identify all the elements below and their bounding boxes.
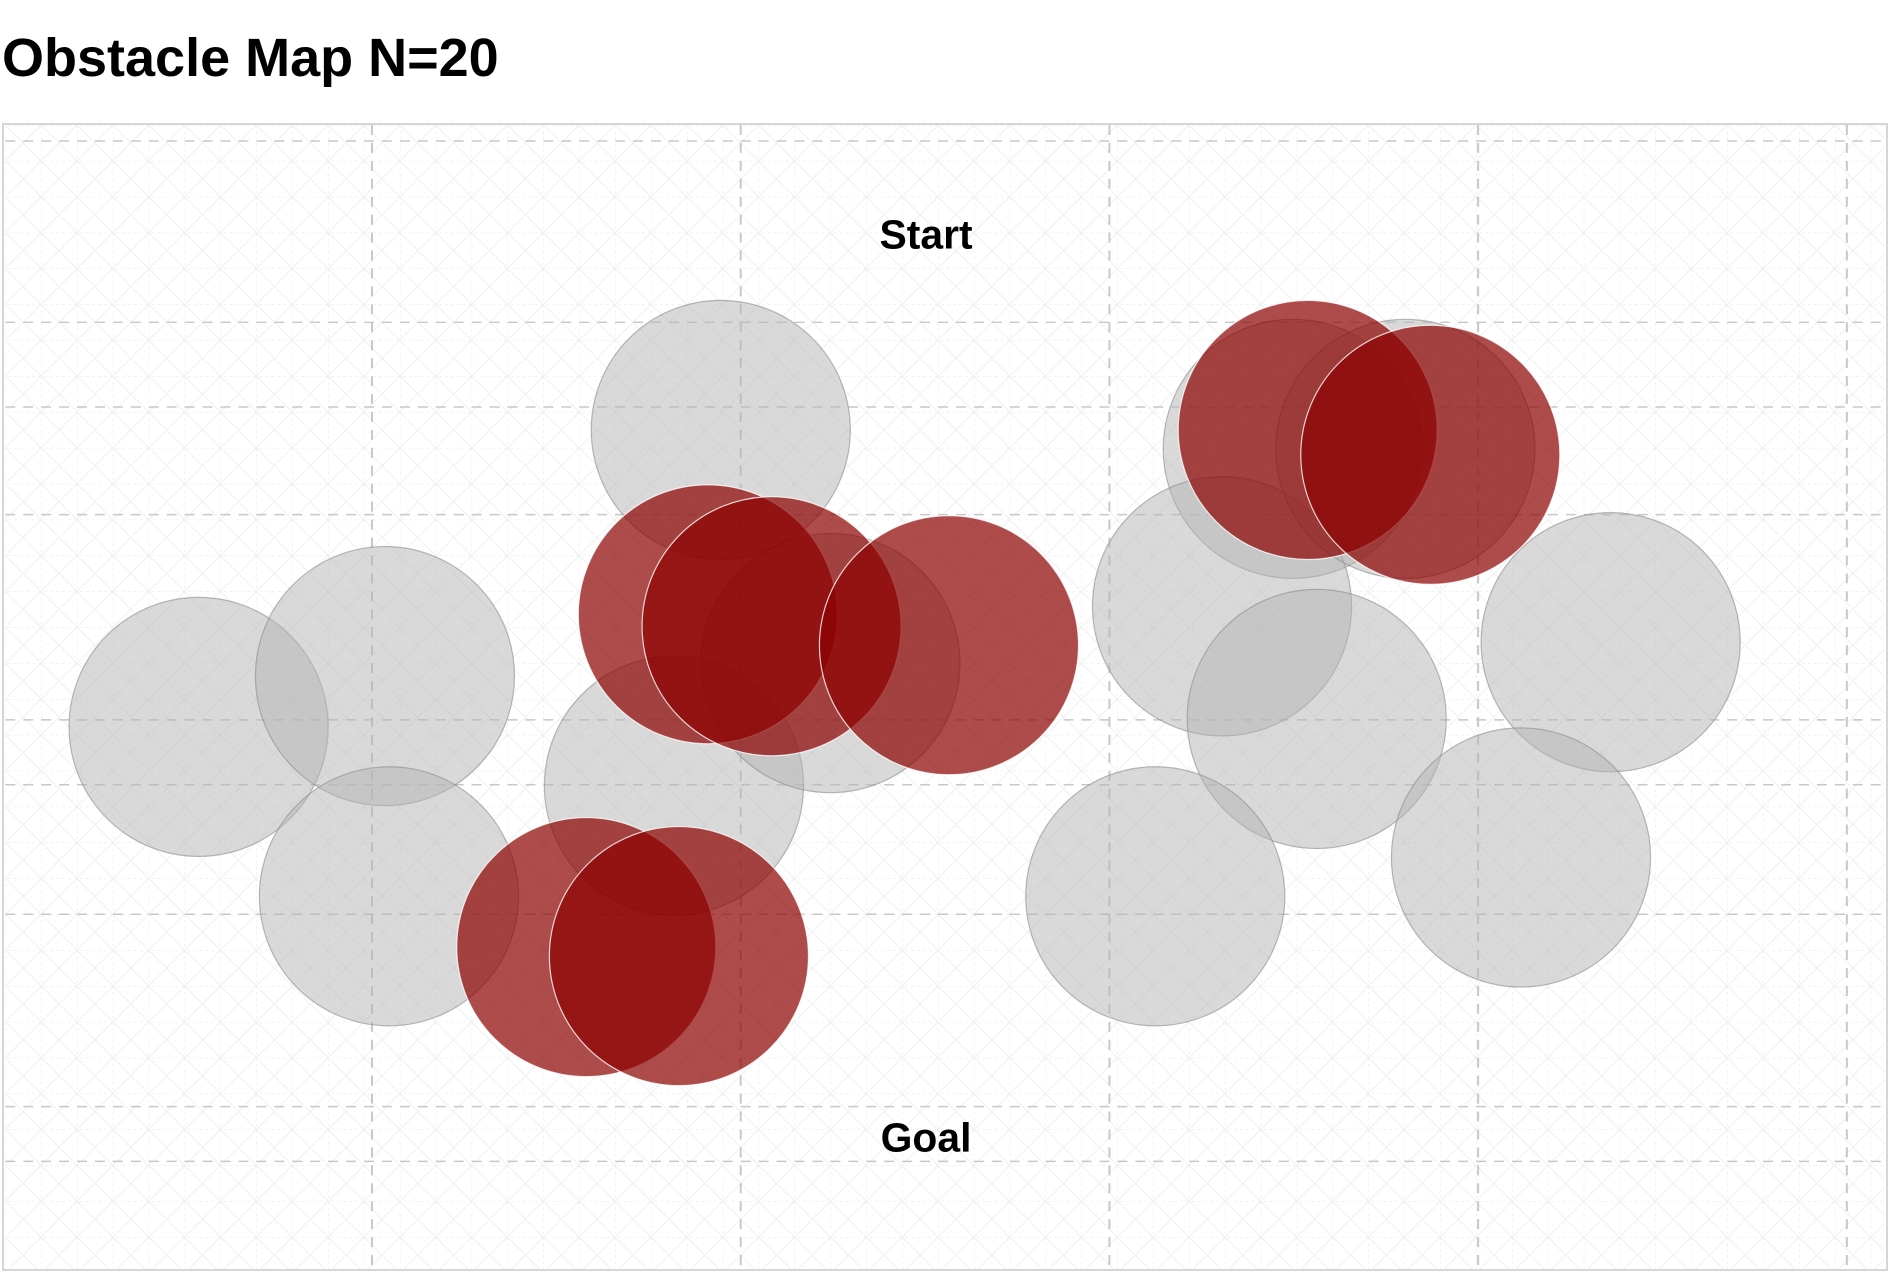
obstacle-circle [1025, 766, 1286, 1027]
page-title: Obstacle Map N=20 [2, 28, 499, 88]
highlighted-obstacle-circle [1300, 324, 1561, 585]
major-grid [5, 125, 1885, 1269]
obstacle-circle [1390, 727, 1652, 988]
highlighted-obstacle-circle [818, 515, 1080, 776]
map-canvas: Start Goal [5, 125, 1885, 1269]
highlighted-obstacle-circle [548, 825, 810, 1087]
obstacle-circle [1186, 588, 1447, 850]
goal-label: Goal [881, 1114, 972, 1160]
obstacle-map: Start Goal [2, 123, 1888, 1271]
obstacles-highlighted [456, 299, 1561, 1087]
start-label: Start [880, 212, 973, 258]
